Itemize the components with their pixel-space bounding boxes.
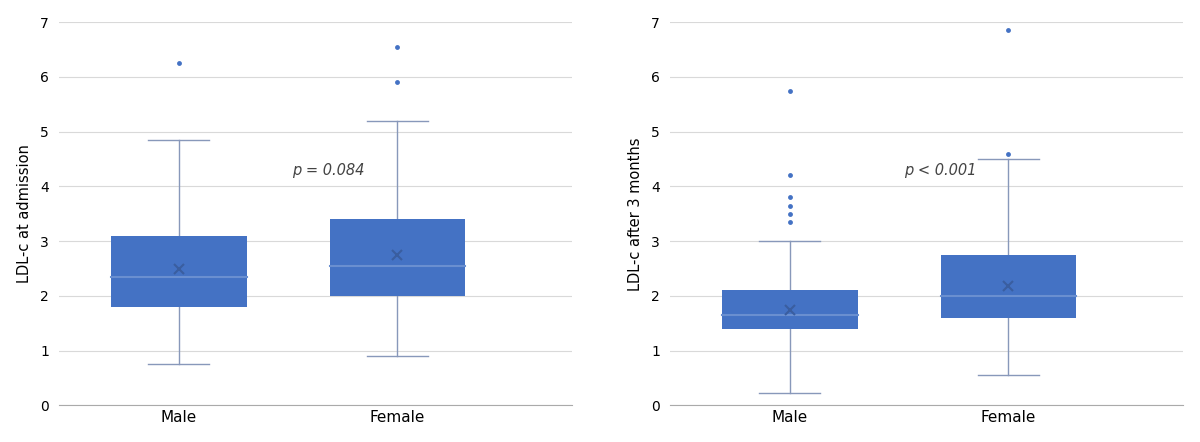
- Bar: [722, 290, 858, 329]
- Text: p = 0.084: p = 0.084: [293, 163, 365, 178]
- Y-axis label: LDL-c after 3 months: LDL-c after 3 months: [628, 137, 643, 290]
- Bar: [112, 236, 246, 307]
- Y-axis label: LDL-c at admission: LDL-c at admission: [17, 145, 31, 283]
- Bar: [330, 219, 466, 296]
- Bar: [941, 255, 1076, 318]
- Text: p < 0.001: p < 0.001: [904, 163, 976, 178]
